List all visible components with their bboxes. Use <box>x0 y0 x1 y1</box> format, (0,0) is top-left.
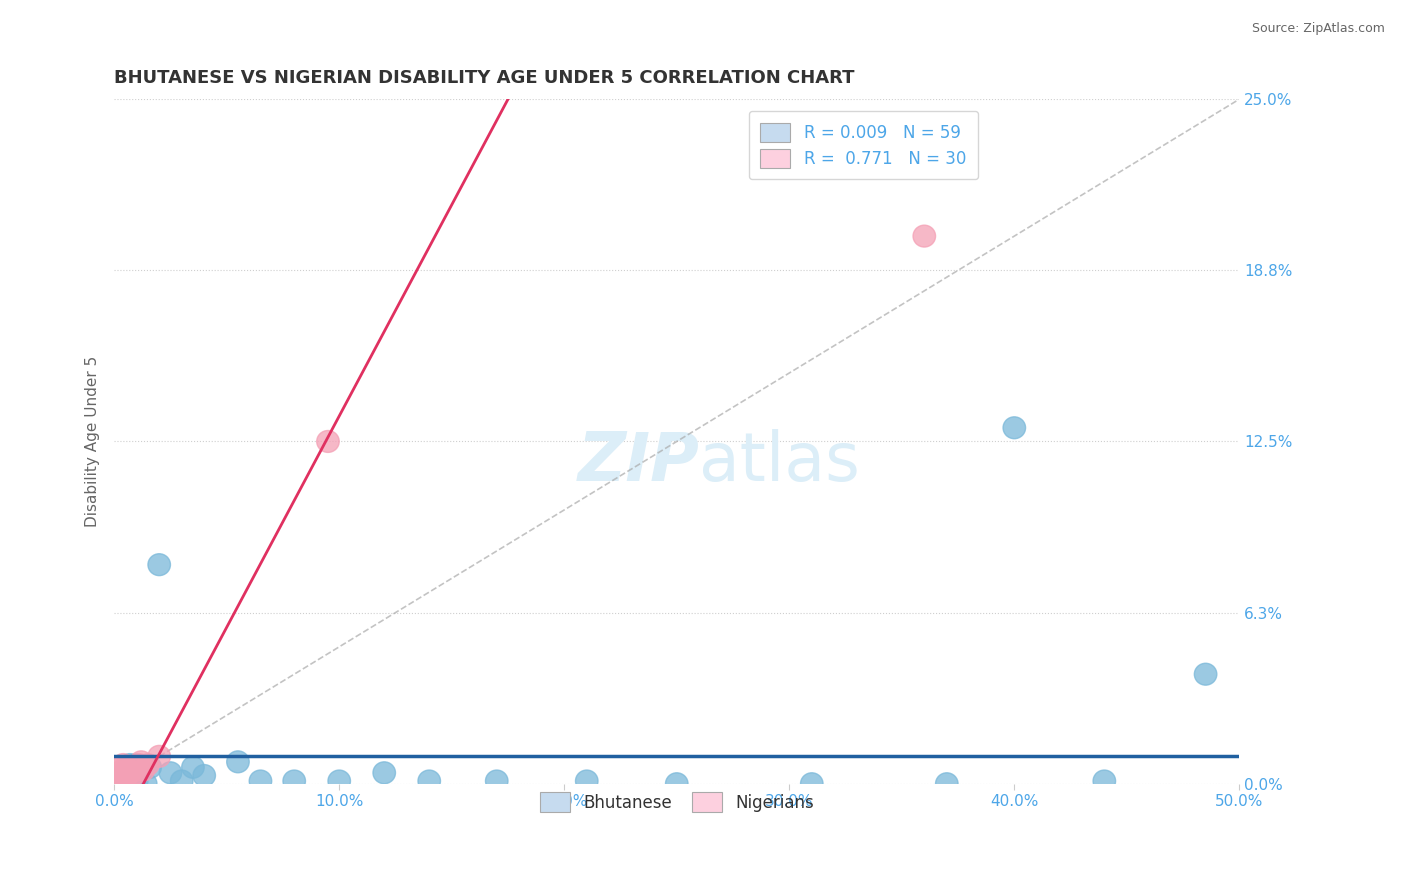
Ellipse shape <box>114 756 136 778</box>
Ellipse shape <box>912 225 935 247</box>
Ellipse shape <box>935 772 957 795</box>
Ellipse shape <box>112 772 135 795</box>
Ellipse shape <box>117 759 139 781</box>
Ellipse shape <box>328 770 350 792</box>
Ellipse shape <box>283 770 305 792</box>
Ellipse shape <box>107 772 129 795</box>
Ellipse shape <box>112 770 135 792</box>
Ellipse shape <box>193 764 215 787</box>
Ellipse shape <box>117 770 139 792</box>
Ellipse shape <box>110 762 132 784</box>
Ellipse shape <box>129 751 152 772</box>
Ellipse shape <box>159 762 181 784</box>
Ellipse shape <box>110 770 132 792</box>
Ellipse shape <box>121 762 143 784</box>
Ellipse shape <box>107 772 129 795</box>
Y-axis label: Disability Age Under 5: Disability Age Under 5 <box>86 356 100 527</box>
Ellipse shape <box>107 772 129 795</box>
Ellipse shape <box>114 772 136 795</box>
Ellipse shape <box>107 770 129 792</box>
Ellipse shape <box>107 772 129 795</box>
Ellipse shape <box>105 772 128 795</box>
Ellipse shape <box>110 756 132 778</box>
Ellipse shape <box>665 772 688 795</box>
Ellipse shape <box>117 764 139 787</box>
Ellipse shape <box>112 764 135 787</box>
Ellipse shape <box>124 770 146 792</box>
Ellipse shape <box>112 770 135 792</box>
Ellipse shape <box>114 764 136 787</box>
Ellipse shape <box>148 746 170 767</box>
Ellipse shape <box>110 772 132 795</box>
Ellipse shape <box>249 770 271 792</box>
Ellipse shape <box>373 762 395 784</box>
Ellipse shape <box>105 764 128 787</box>
Ellipse shape <box>1092 770 1115 792</box>
Ellipse shape <box>107 762 129 784</box>
Ellipse shape <box>132 759 155 781</box>
Ellipse shape <box>114 772 136 795</box>
Ellipse shape <box>112 754 135 775</box>
Ellipse shape <box>125 754 148 775</box>
Ellipse shape <box>1194 664 1216 685</box>
Ellipse shape <box>105 772 128 795</box>
Text: Source: ZipAtlas.com: Source: ZipAtlas.com <box>1251 22 1385 36</box>
Ellipse shape <box>1002 417 1025 439</box>
Ellipse shape <box>128 754 150 775</box>
Ellipse shape <box>181 756 204 778</box>
Ellipse shape <box>118 754 141 775</box>
Ellipse shape <box>125 762 148 784</box>
Ellipse shape <box>135 772 157 795</box>
Ellipse shape <box>105 772 128 795</box>
Ellipse shape <box>114 770 136 792</box>
Ellipse shape <box>316 431 339 452</box>
Ellipse shape <box>575 770 598 792</box>
Ellipse shape <box>800 772 823 795</box>
Ellipse shape <box>110 770 132 792</box>
Ellipse shape <box>129 756 152 778</box>
Ellipse shape <box>112 767 135 789</box>
Ellipse shape <box>136 754 159 775</box>
Ellipse shape <box>117 759 139 781</box>
Ellipse shape <box>118 759 141 781</box>
Ellipse shape <box>125 770 148 792</box>
Ellipse shape <box>105 772 128 795</box>
Ellipse shape <box>148 554 170 575</box>
Ellipse shape <box>124 756 146 778</box>
Ellipse shape <box>110 772 132 795</box>
Ellipse shape <box>105 770 128 792</box>
Ellipse shape <box>112 764 135 787</box>
Ellipse shape <box>485 770 508 792</box>
Ellipse shape <box>114 767 136 789</box>
Ellipse shape <box>110 772 132 795</box>
Legend: Bhutanese, Nigerians: Bhutanese, Nigerians <box>529 780 825 823</box>
Ellipse shape <box>226 751 249 772</box>
Ellipse shape <box>170 770 193 792</box>
Ellipse shape <box>114 767 136 789</box>
Ellipse shape <box>110 770 132 792</box>
Ellipse shape <box>105 772 128 795</box>
Text: atlas: atlas <box>699 429 860 495</box>
Ellipse shape <box>107 764 129 787</box>
Ellipse shape <box>110 772 132 795</box>
Ellipse shape <box>110 767 132 789</box>
Ellipse shape <box>121 764 143 787</box>
Ellipse shape <box>107 770 129 792</box>
Text: BHUTANESE VS NIGERIAN DISABILITY AGE UNDER 5 CORRELATION CHART: BHUTANESE VS NIGERIAN DISABILITY AGE UND… <box>114 69 855 87</box>
Ellipse shape <box>118 762 141 784</box>
Ellipse shape <box>114 772 136 795</box>
Ellipse shape <box>110 767 132 789</box>
Text: ZIP: ZIP <box>578 429 699 495</box>
Ellipse shape <box>112 772 135 795</box>
Ellipse shape <box>121 756 143 778</box>
Ellipse shape <box>105 772 128 795</box>
Ellipse shape <box>418 770 440 792</box>
Ellipse shape <box>107 772 129 795</box>
Ellipse shape <box>139 756 162 778</box>
Ellipse shape <box>107 770 129 792</box>
